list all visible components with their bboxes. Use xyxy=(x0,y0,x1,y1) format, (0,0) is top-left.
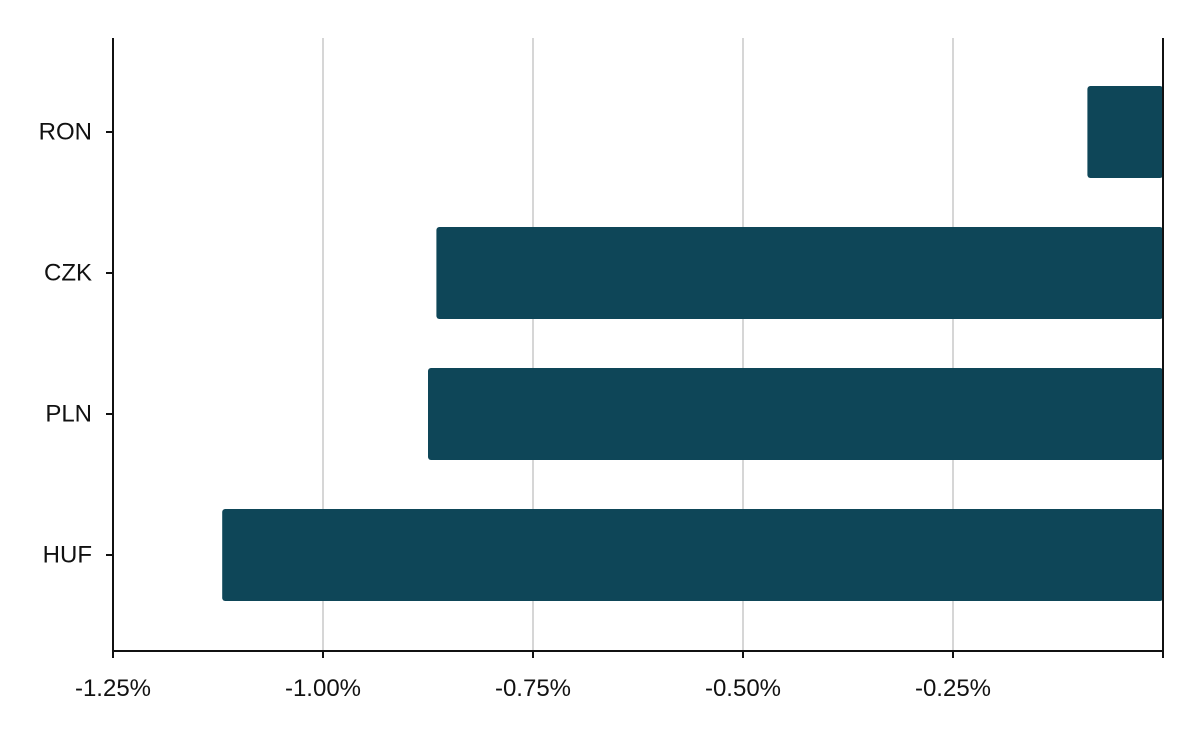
x-tick-label-3: -0.50% xyxy=(705,675,781,702)
x-tick-label-1: -1.00% xyxy=(285,675,361,702)
x-tick-label-2: -0.75% xyxy=(495,675,571,702)
bar-pln xyxy=(428,368,1163,460)
ticks: -1.25% -1.00% -0.75% -0.50% -0.25% RON CZK PLN H… xyxy=(39,119,1164,702)
bar-huf xyxy=(222,509,1163,601)
y-tick-label-ron: RON xyxy=(39,119,92,146)
x-tick-label-0: -1.25% xyxy=(75,675,151,702)
x-tick-label-4: -0.25% xyxy=(915,675,991,702)
y-tick-label-huf: HUF xyxy=(43,542,92,569)
axes xyxy=(112,38,1164,652)
y-tick-label-czk: CZK xyxy=(44,260,92,287)
bars xyxy=(222,86,1163,601)
bar-czk xyxy=(436,227,1163,319)
bar-ron xyxy=(1087,86,1163,178)
y-tick-label-pln: PLN xyxy=(45,401,92,428)
